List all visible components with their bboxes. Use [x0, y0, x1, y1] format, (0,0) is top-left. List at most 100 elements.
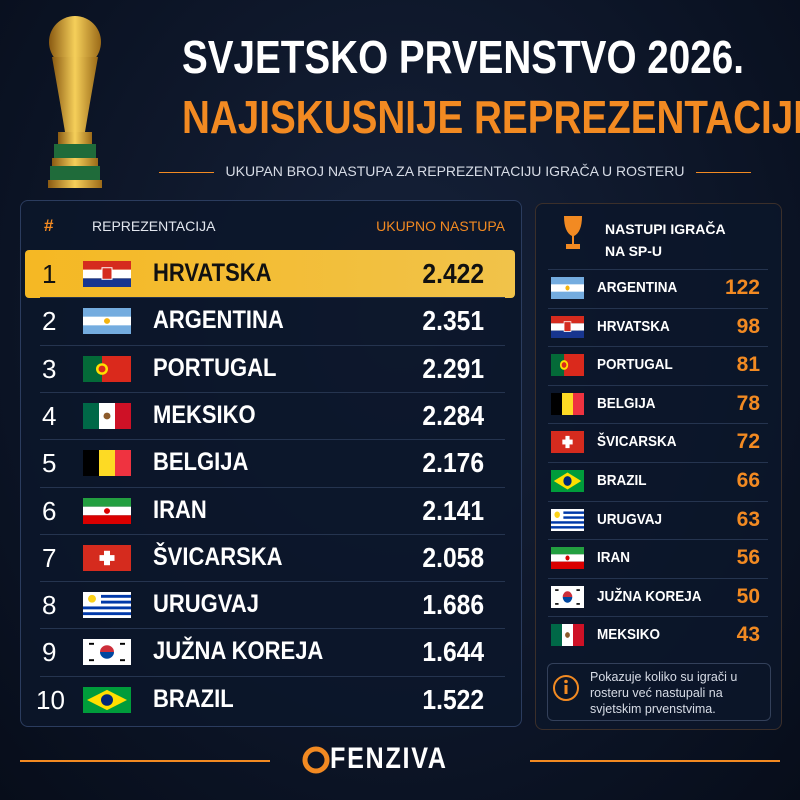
total-caps: 2.058: [422, 541, 484, 573]
rank: 7: [42, 542, 57, 573]
row-divider: [40, 581, 505, 583]
column-header: REPREZENTACIJA: [92, 218, 216, 234]
flag: [83, 686, 131, 713]
subtitle: NAJISKUSNIJE REPREZENTACIJE: [182, 91, 800, 143]
flag: [551, 277, 584, 299]
total-caps: 1.686: [422, 589, 484, 621]
total-caps: 2.141: [422, 494, 484, 526]
flag: [551, 624, 584, 647]
total-caps: 2.422: [422, 258, 484, 289]
wc-caps: 66: [736, 469, 760, 492]
row-divider: [548, 346, 768, 348]
flag: [551, 508, 584, 531]
flag: [83, 544, 131, 571]
rank: 1: [42, 259, 57, 289]
wc-caps: 56: [736, 546, 760, 570]
info-icon: [553, 675, 579, 701]
description-text: UKUPAN BROJ NASTUPA ZA REPREZENTACIJU IG…: [225, 163, 685, 179]
total-caps: 2.176: [422, 447, 484, 479]
country-name: ARGENTINA: [153, 306, 284, 335]
flag-image: [83, 686, 131, 713]
note-box: [547, 663, 771, 721]
country-name: IRAN: [597, 549, 631, 567]
country-name: BRAZIL: [597, 472, 647, 489]
row-divider: [548, 384, 768, 386]
country-name: BELGIJA: [153, 448, 249, 477]
row-divider: [40, 675, 505, 677]
flag-image: [83, 544, 131, 571]
flag: [83, 592, 131, 619]
row-divider: [548, 500, 768, 502]
country-name: BRAZIL: [153, 684, 234, 713]
country-name: PORTUGAL: [153, 353, 277, 382]
country-name: PORTUGAL: [597, 356, 673, 374]
row-divider: [548, 307, 768, 309]
row-divider: [40, 533, 505, 535]
flag-image: [551, 470, 584, 492]
flag: [83, 639, 131, 666]
flag-image: [83, 355, 131, 382]
country-name: ARGENTINA: [597, 279, 678, 296]
country-name: ŠVICARSKA: [597, 433, 677, 451]
row-divider: [548, 616, 768, 618]
row-divider: [40, 628, 505, 630]
row-divider: [548, 423, 768, 425]
row-divider: [548, 539, 768, 541]
flag-image: [551, 508, 584, 531]
row-divider: [40, 297, 505, 299]
total-caps: 2.284: [422, 399, 484, 431]
row-divider: [548, 462, 768, 463]
flag: [551, 354, 584, 377]
flag: [551, 315, 584, 338]
country-name: BELGIJA: [597, 394, 656, 412]
brand-logo: [302, 746, 330, 774]
flag-image: [551, 547, 584, 570]
flag-image: [551, 392, 584, 415]
flag: [551, 392, 584, 415]
flag-image: [83, 261, 131, 287]
row-divider: [40, 486, 505, 488]
row-divider: [40, 391, 505, 393]
flag: [83, 402, 131, 429]
row-divider: [548, 269, 768, 270]
country-name: JUŽNA KOREJA: [597, 587, 702, 605]
flag: [83, 261, 131, 287]
wc-caps: 81: [736, 353, 760, 377]
total-caps: 2.351: [422, 305, 484, 337]
country-name: ŠVICARSKA: [153, 542, 283, 571]
wc-caps: 50: [736, 584, 760, 608]
flag: [83, 450, 131, 477]
flag-image: [551, 624, 584, 647]
trophy-image: [48, 16, 102, 188]
flag-image: [83, 592, 131, 619]
flag-image: [551, 354, 584, 377]
title: SVJETSKO PRVENSTVO 2026.: [182, 31, 744, 83]
row-divider: [40, 439, 505, 441]
flag: [551, 547, 584, 570]
row-divider: [40, 344, 505, 346]
country-name: JUŽNA KOREJA: [153, 637, 324, 666]
total-caps: 1.522: [422, 683, 484, 715]
flag: [551, 470, 584, 492]
wc-caps: 78: [736, 391, 760, 415]
wc-caps: 63: [736, 507, 760, 531]
total-caps: 1.644: [422, 636, 484, 668]
country-name: MEKSIKO: [153, 400, 256, 429]
rank: 10: [36, 684, 65, 715]
country-name: HRVATSKA: [597, 317, 670, 335]
flag-image: [83, 450, 131, 477]
country-name: HRVATSKA: [153, 259, 272, 287]
rank: 4: [42, 400, 57, 431]
flag-image: [551, 315, 584, 338]
flag-image: [83, 308, 131, 335]
rank: 5: [42, 448, 57, 479]
flag: [83, 355, 131, 382]
row-divider: [548, 577, 768, 579]
country-name: URUGVAJ: [597, 510, 663, 528]
country-name: MEKSIKO: [597, 626, 661, 644]
flag-image: [551, 277, 584, 299]
footer-line: [20, 760, 270, 762]
description: UKUPAN BROJ NASTUPA ZA REPREZENTACIJU IG…: [130, 163, 780, 179]
country-name: URUGVAJ: [153, 590, 259, 619]
